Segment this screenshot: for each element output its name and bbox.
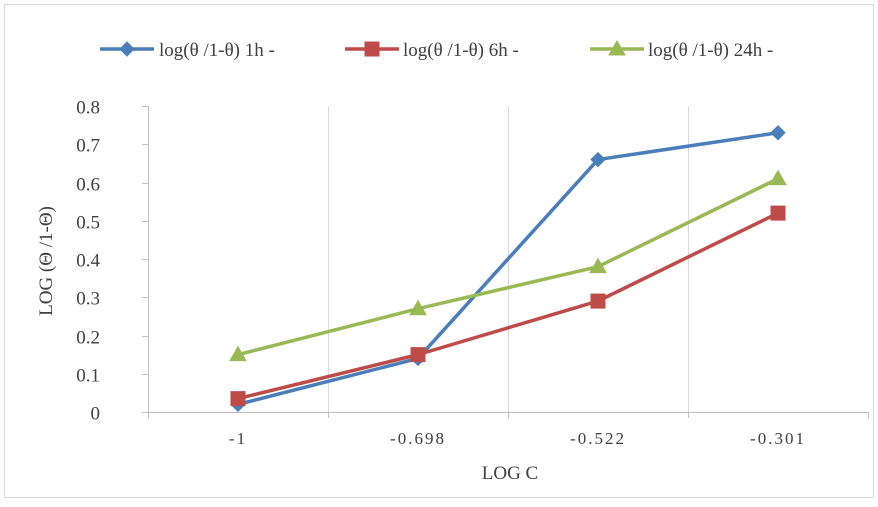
y-tick-label: 0 [91, 404, 101, 425]
series-2 [230, 205, 786, 407]
legend: log(θ /1-θ) 1h - log(θ /1-θ) 6h - log(θ /1… [100, 39, 773, 61]
y-tick-label: 0.6 [76, 175, 100, 196]
y-axis-title: LOG (Θ /1-Θ) [36, 206, 57, 316]
legend-label: log(θ /1-θ) 1h - [159, 40, 275, 61]
series-line [237, 177, 779, 357]
data-point [769, 169, 787, 186]
series-line [237, 211, 779, 401]
series-lines [229, 125, 787, 413]
series-line [237, 131, 779, 407]
legend-marker [119, 41, 135, 57]
chart-border [4, 4, 874, 498]
x-tick-label: -1 [229, 429, 247, 448]
data-point [770, 205, 786, 221]
series-3 [229, 169, 787, 362]
y-tick-label: 0.3 [76, 289, 100, 310]
y-tick-label: 0.4 [76, 251, 100, 272]
x-axis-title: LOG C [482, 463, 538, 484]
y-tick-label: 0.7 [76, 136, 100, 157]
x-tick-label: -0.301 [750, 429, 806, 448]
legend-marker [608, 39, 626, 56]
data-point [770, 125, 786, 141]
legend-label: log(θ /1-θ) 24h - [648, 40, 773, 61]
legend-item-2: log(θ /1-θ) 6h - [345, 40, 519, 61]
legend-label: log(θ /1-θ) 6h - [403, 40, 519, 61]
data-point [409, 299, 427, 316]
x-tick-label: -0.522 [570, 429, 626, 448]
y-tick-label: 0.8 [76, 98, 100, 119]
data-point [589, 257, 607, 274]
legend-item-1: log(θ /1-θ) 1h - [100, 40, 275, 61]
legend-marker [364, 41, 380, 57]
data-point [410, 347, 426, 363]
data-point [230, 391, 246, 407]
axes: 0 0.1 0.2 0.3 0.4 0.5 0.6 0.7 0.8 -1 -0.698 -0.522 -… [76, 98, 869, 448]
data-point [590, 293, 606, 309]
x-tick-label: -0.698 [390, 429, 446, 448]
y-tick-label: 0.5 [76, 213, 100, 234]
data-point [229, 345, 247, 362]
data-point [590, 151, 606, 168]
y-tick-label: 0.1 [76, 366, 100, 387]
legend-item-3: log(θ /1-θ) 24h - [590, 39, 773, 61]
y-tick-label: 0.2 [76, 328, 100, 349]
